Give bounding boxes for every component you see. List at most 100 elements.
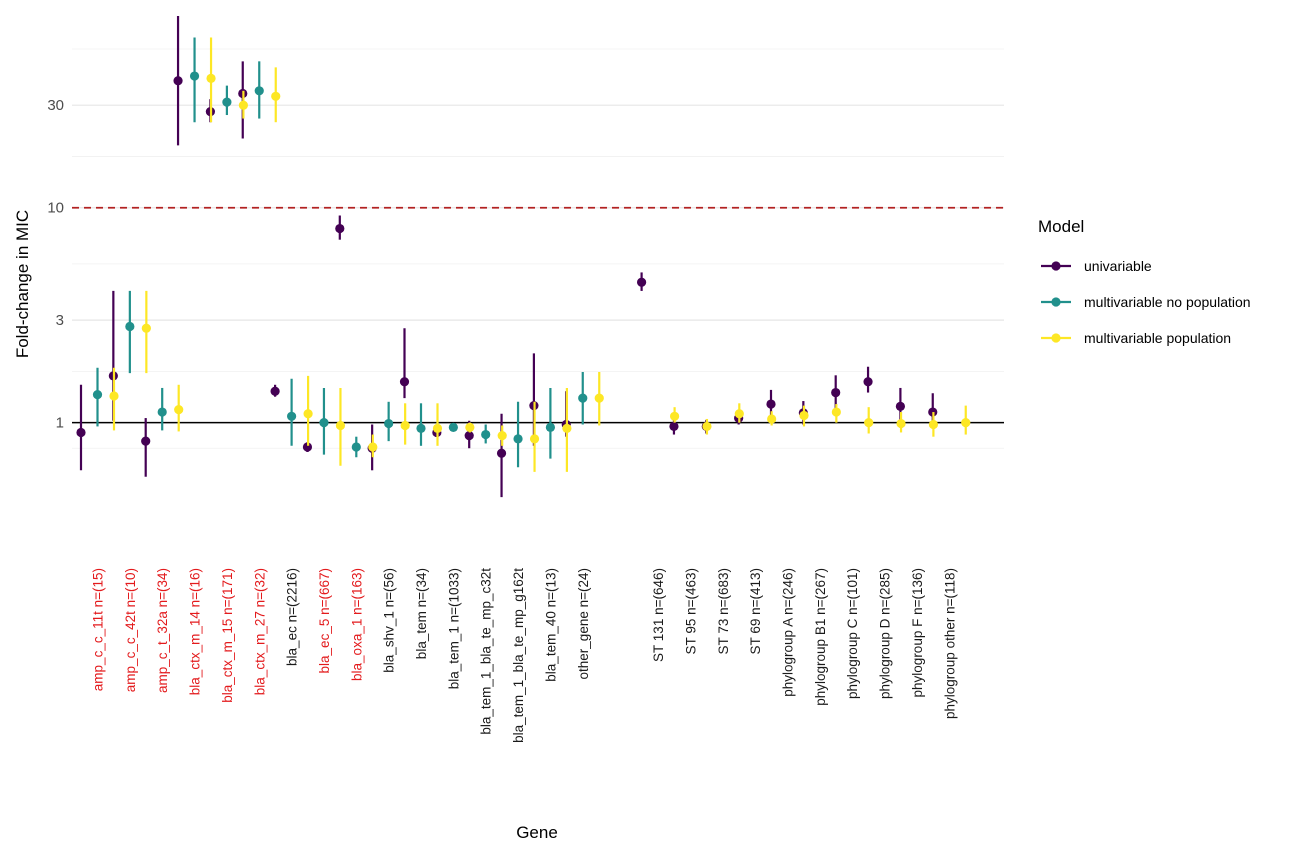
- point-range: [254, 61, 264, 119]
- estimate-point: [529, 434, 540, 444]
- point-range: [465, 422, 475, 433]
- point-range: [734, 403, 744, 423]
- x-tick-label: amp_c_c_42t n=(10): [123, 568, 138, 692]
- legend-item: multivariable population: [1041, 330, 1231, 346]
- point-range: [238, 90, 248, 119]
- point-range: [270, 384, 280, 397]
- legend-key-point: [1051, 333, 1061, 343]
- estimate-point: [895, 401, 906, 411]
- estimate-point: [335, 420, 346, 431]
- point-range: [448, 422, 458, 433]
- point-range: [125, 290, 135, 374]
- point-range: [287, 378, 297, 446]
- x-tick-label: bla_tem n=(34): [414, 568, 429, 659]
- legend-label: multivariable population: [1084, 330, 1231, 346]
- point-range: [767, 411, 777, 426]
- x-tick-label: bla_ctx_m_14 n=(16): [188, 568, 203, 695]
- estimate-point: [141, 323, 151, 333]
- estimate-point: [496, 448, 507, 458]
- estimate-point: [416, 423, 426, 433]
- estimate-point: [270, 386, 280, 396]
- x-tick-label: phylogroup C n=(101): [845, 568, 860, 699]
- legend-item: multivariable no population: [1041, 294, 1251, 310]
- estimate-point: [368, 442, 378, 452]
- estimate-point: [831, 387, 841, 398]
- estimate-point: [896, 418, 906, 429]
- point-range: [351, 436, 361, 458]
- x-tick-label: bla_ec n=(2216): [285, 568, 300, 666]
- x-tick-label: amp_c_t_32a n=(34): [155, 568, 170, 693]
- estimate-point: [864, 418, 874, 428]
- point-range: [928, 412, 939, 437]
- point-range: [863, 366, 873, 393]
- estimate-point: [335, 223, 345, 234]
- estimate-point: [594, 393, 604, 403]
- estimate-point: [254, 86, 264, 96]
- x-tick-label: bla_tem_40 n=(13): [543, 568, 558, 682]
- y-tick-label: 10: [47, 200, 64, 217]
- point-range: [76, 384, 86, 471]
- estimate-point: [928, 419, 939, 430]
- estimate-point: [863, 377, 873, 387]
- point-range: [335, 387, 346, 466]
- estimate-point: [432, 423, 443, 433]
- point-range: [562, 387, 572, 472]
- point-range: [961, 405, 971, 435]
- x-tick-label: bla_oxa_1 n=(163): [349, 568, 364, 681]
- x-tick-label: bla_shv_1 n=(56): [382, 568, 397, 673]
- y-tick-label: 30: [47, 97, 64, 114]
- x-tick-label: phylogroup other n=(118): [942, 568, 957, 719]
- legend-label: univariable: [1084, 258, 1152, 274]
- x-tick-label: bla_tem_1_bla_te_mp_c32t: [479, 568, 494, 735]
- point-range: [831, 404, 841, 423]
- estimate-point: [448, 422, 458, 433]
- legend-key-point: [1051, 261, 1061, 271]
- point-range: [189, 37, 200, 123]
- estimate-point: [734, 409, 744, 419]
- point-range: [400, 403, 410, 445]
- estimate-point: [481, 429, 491, 440]
- estimate-point: [702, 421, 712, 432]
- point-range: [141, 290, 151, 374]
- x-axis: amp_c_c_11t n=(15) amp_c_c_42t n=(10) amp_…: [91, 568, 958, 743]
- x-tick-label: ST 69 n=(413): [748, 568, 763, 654]
- estimate-point: [271, 91, 281, 101]
- estimate-point: [400, 420, 410, 431]
- x-axis-title: Gene: [516, 823, 558, 842]
- estimate-point: [109, 391, 119, 401]
- x-tick-label: bla_ctx_m_27 n=(32): [252, 568, 267, 695]
- point-range: [896, 412, 906, 433]
- x-tick-label: phylogroup D n=(285): [878, 568, 893, 699]
- x-tick-label: phylogroup F n=(136): [910, 568, 925, 697]
- x-tick-label: other_gene n=(24): [576, 568, 591, 679]
- point-range: [384, 401, 394, 442]
- legend-item: univariable: [1041, 258, 1152, 274]
- estimate-point: [222, 97, 232, 107]
- point-range: [222, 85, 232, 116]
- point-range: [545, 387, 556, 459]
- estimate-point: [206, 73, 216, 83]
- point-range: [578, 372, 588, 425]
- point-range: [368, 434, 378, 458]
- y-tick-label: 3: [56, 312, 64, 329]
- x-tick-label: phylogroup B1 n=(267): [813, 568, 828, 706]
- estimate-point: [173, 76, 183, 86]
- point-range: [513, 401, 523, 468]
- estimate-point: [141, 436, 151, 446]
- point-range: [864, 407, 874, 434]
- point-range: [206, 37, 216, 123]
- point-range: [670, 407, 680, 423]
- x-tick-label: bla_ec_5 n=(667): [317, 568, 332, 673]
- estimate-point: [562, 423, 572, 433]
- legend-label: multivariable no population: [1084, 294, 1251, 310]
- x-tick-label: bla_tem_1_bla_te_mp_g162t: [511, 568, 526, 743]
- estimate-point: [831, 407, 841, 417]
- estimate-point: [351, 442, 361, 452]
- estimate-point: [287, 411, 297, 421]
- estimate-point: [513, 434, 523, 444]
- point-range: [271, 67, 281, 123]
- estimate-point: [76, 427, 86, 438]
- x-tick-label: phylogroup A n=(246): [781, 568, 796, 697]
- point-range: [799, 405, 809, 427]
- legend: Model univariable multivariable no popula…: [1038, 217, 1251, 346]
